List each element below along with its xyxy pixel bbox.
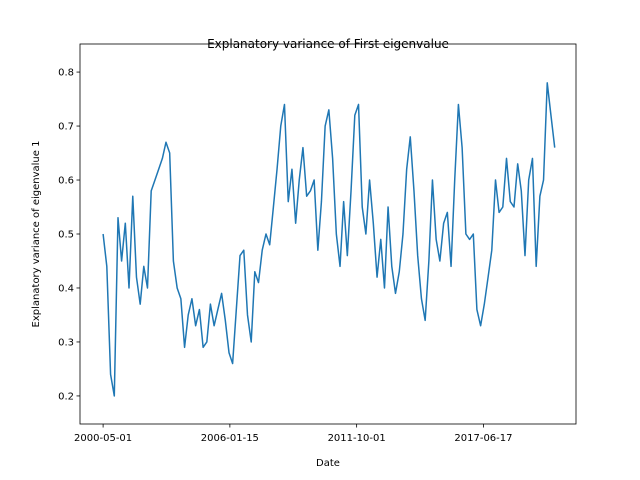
- y-tick-label: 0.3: [58, 337, 74, 348]
- data-line: [102, 82, 556, 397]
- x-tick-label: 2011-10-01: [328, 433, 386, 444]
- y-axis-label: Explanatory variance of eigenvalue 1: [31, 141, 42, 328]
- y-tick-label: 0.5: [58, 230, 74, 241]
- y-tick-label: 0.7: [58, 122, 74, 133]
- x-axis-label: Date: [316, 458, 340, 469]
- y-tick-label: 0.6: [58, 176, 74, 187]
- y-tick-label: 0.4: [58, 283, 74, 294]
- x-tick-label: 2017-06-17: [454, 433, 512, 444]
- x-tick-label: 2006-01-15: [201, 433, 259, 444]
- y-tick-label: 0.2: [58, 391, 74, 402]
- y-tick-label: 0.8: [58, 68, 74, 79]
- x-tick-label: 2000-05-01: [74, 433, 132, 444]
- axes-frame: [79, 43, 577, 425]
